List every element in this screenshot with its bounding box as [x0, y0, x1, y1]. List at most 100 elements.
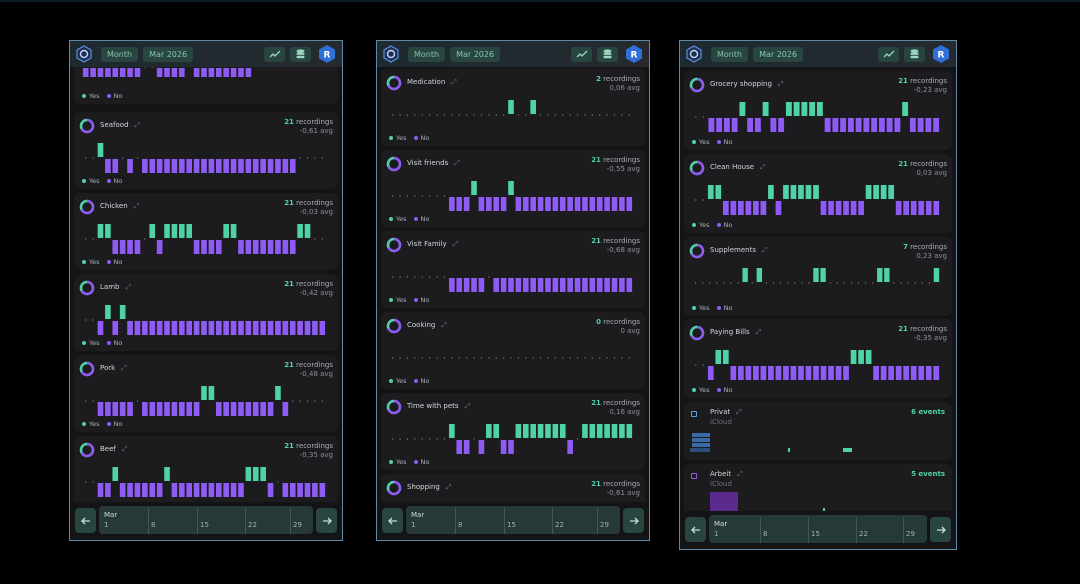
database-icon[interactable]: [290, 46, 311, 62]
bar-no: [611, 197, 618, 211]
avatar[interactable]: R: [317, 44, 337, 64]
timeline-scrubber[interactable]: Mar 1 8 15 22 29: [406, 506, 620, 534]
yes-dot: [389, 136, 393, 140]
habit-chart: [692, 98, 940, 134]
bar-no: [918, 366, 925, 380]
expand-icon[interactable]: ⤢: [464, 402, 471, 410]
habit-card[interactable]: Lamb ⤢ 21 recordings -0,42 avg Yes No: [74, 274, 338, 351]
bar-yes: [742, 268, 748, 282]
habit-card[interactable]: Paying Bills ⤢ 21 recordings -0,35 avg Yes No: [684, 319, 952, 398]
arrow-left-icon[interactable]: [382, 508, 403, 533]
empty-day-dot: [321, 238, 323, 240]
trend-icon[interactable]: [571, 46, 592, 62]
expand-icon[interactable]: ⤢: [125, 283, 132, 291]
empty-day-dot: [525, 357, 527, 359]
expand-icon[interactable]: ⤢: [454, 159, 460, 167]
recordings-count: 0 recordings: [596, 318, 640, 326]
period-selector[interactable]: Mar 2026: [450, 46, 501, 62]
empty-day-dot: [406, 438, 409, 440]
timeline-navigation: Mar 1 8 15 22 29: [680, 511, 956, 549]
trend-icon[interactable]: [264, 46, 285, 62]
expand-icon[interactable]: ⤢: [736, 408, 742, 416]
arrow-left-icon[interactable]: [75, 508, 96, 533]
habit-chart: [82, 220, 326, 256]
expand-icon[interactable]: ⤢: [737, 470, 743, 478]
bar-no: [127, 402, 133, 416]
habit-card[interactable]: Medication ⤢ 2 recordings 0,06 avg Yes No: [381, 69, 645, 146]
range-month-button[interactable]: Month: [101, 46, 139, 62]
empty-day-dot: [584, 357, 586, 359]
bar-no: [127, 240, 133, 254]
period-selector[interactable]: Mar 2026: [753, 46, 804, 62]
expand-icon[interactable]: ⤢: [755, 328, 762, 336]
arrow-right-icon[interactable]: [930, 517, 951, 542]
habit-card[interactable]: Visit friends ⤢ 21 recordings -0,55 avg Yes N…: [381, 150, 645, 227]
trend-icon[interactable]: [878, 46, 899, 62]
habit-card-list[interactable]: Yes No Seafood ⤢ 21 recordings -0,61 avg Yes No…: [70, 67, 342, 540]
arrow-right-icon[interactable]: [316, 508, 337, 533]
phone-panel-1: Month Mar 2026 R Yes No Seafood ⤢ 21 recordi…: [69, 40, 343, 541]
bar-yes: [582, 424, 588, 438]
habit-card[interactable]: Seafood ⤢ 21 recordings -0,61 avg Yes No: [74, 112, 338, 189]
expand-icon[interactable]: ⤢: [452, 240, 459, 248]
habit-card[interactable]: Supplements ⤢ 7 recordings 0,23 avg Yes No: [684, 237, 952, 316]
arrow-left-icon[interactable]: [685, 517, 706, 542]
calendar-card-privat[interactable]: Privat ⤢ iCloud 6 events: [684, 402, 952, 460]
expand-icon[interactable]: ⤢: [777, 80, 784, 88]
arrow-right-icon[interactable]: [623, 508, 644, 533]
bar-no: [193, 240, 200, 254]
expand-icon[interactable]: ⤢: [760, 163, 766, 171]
expand-icon[interactable]: ⤢: [451, 78, 457, 86]
empty-day-dot: [606, 114, 608, 116]
timeline-scrubber[interactable]: Mar 1 8 15 22 29: [99, 506, 313, 534]
empty-day-dot: [314, 400, 316, 402]
empty-day-dot: [554, 114, 556, 116]
empty-day-dot: [458, 114, 460, 116]
database-icon[interactable]: [904, 46, 925, 62]
habit-card[interactable]: Chicken ⤢ 21 recordings -0,03 avg Yes No: [74, 193, 338, 270]
bar-no: [716, 118, 723, 132]
app-logo-icon[interactable]: [685, 45, 703, 63]
habit-card[interactable]: Time with pets ⤢ 21 recordings 0,16 avg Yes N…: [381, 393, 645, 470]
range-month-button[interactable]: Month: [711, 46, 749, 62]
timeline-scrubber[interactable]: Mar 1 8 15 22 29: [709, 515, 927, 543]
habit-card[interactable]: Yes No: [74, 67, 338, 104]
expand-icon[interactable]: ⤢: [121, 445, 128, 453]
empty-day-dot: [488, 357, 490, 359]
avatar[interactable]: R: [624, 44, 644, 64]
bar-no: [463, 197, 470, 211]
expand-icon[interactable]: ⤢: [121, 364, 127, 372]
habit-card-list[interactable]: Medication ⤢ 2 recordings 0,06 avg Yes No Visi…: [377, 67, 649, 540]
habit-card[interactable]: Visit Family ⤢ 21 recordings -0,68 avg Yes No: [381, 231, 645, 308]
expand-icon[interactable]: ⤢: [445, 483, 452, 491]
range-month-button[interactable]: Month: [408, 46, 446, 62]
bar-no: [559, 197, 566, 211]
app-logo-icon[interactable]: [75, 45, 93, 63]
habit-card[interactable]: Pork ⤢ 21 recordings -0,48 avg Yes No: [74, 355, 338, 432]
period-selector[interactable]: Mar 2026: [143, 46, 194, 62]
expand-icon[interactable]: ⤢: [761, 246, 768, 254]
bar-no: [486, 197, 492, 211]
database-icon[interactable]: [597, 46, 618, 62]
habit-card[interactable]: Cooking ⤢ 0 recordings 0 avg Yes No: [381, 312, 645, 389]
bar-no: [186, 483, 193, 497]
bar-no: [215, 321, 222, 335]
bar-yes: [816, 102, 823, 116]
expand-icon[interactable]: ⤢: [441, 321, 447, 329]
habit-card[interactable]: Clean House ⤢ 21 recordings 0,03 avg Yes No: [684, 154, 952, 233]
habit-card[interactable]: Grocery shopping ⤢ 21 recordings -0,23 avg Y…: [684, 71, 952, 150]
bar-no: [179, 159, 185, 173]
habit-card-list[interactable]: Privat ⤢ iCloud 6 events Arbeit ⤢ iCloud 5…: [680, 67, 956, 549]
avg-value: -0,35 avg: [913, 333, 947, 342]
app-logo-icon[interactable]: [382, 45, 400, 63]
bar-no: [267, 159, 274, 173]
bar-no: [304, 321, 311, 335]
expand-icon[interactable]: ⤢: [134, 121, 141, 129]
avatar[interactable]: R: [931, 44, 951, 64]
expand-icon[interactable]: ⤢: [133, 202, 140, 210]
bar-no: [909, 118, 916, 132]
recordings-summary: 21 recordings 0,16 avg: [591, 399, 640, 416]
recordings-count: 21 recordings: [591, 480, 640, 488]
